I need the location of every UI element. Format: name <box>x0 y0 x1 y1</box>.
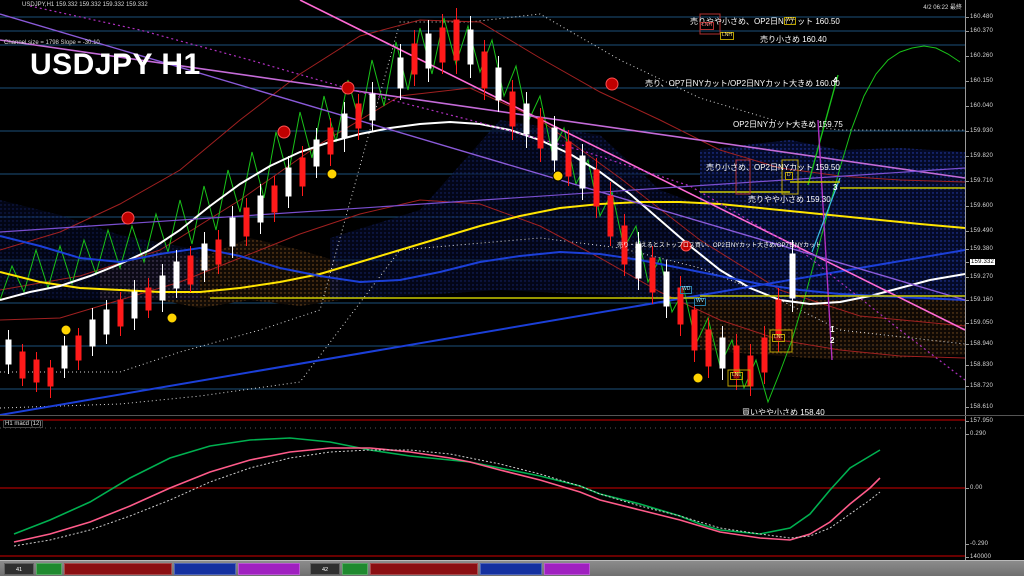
object-label-lnl-1[interactable]: LNL <box>772 334 786 342</box>
macd-top-label: 157.950 <box>965 418 994 424</box>
price-tick: 159.600 <box>965 203 994 209</box>
price-tick: 158.940 <box>965 341 994 347</box>
macd-indicator-pane[interactable]: H1 macd (12) 157.950 0.290 0.00 -0.290 1… <box>0 415 1024 560</box>
taskbar-item-red-2[interactable] <box>370 563 478 575</box>
macd-tick: -0.290 <box>965 541 989 547</box>
price-tick: 159.710 <box>965 178 994 184</box>
price-tick: 159.820 <box>965 153 994 159</box>
price-tick: 159.050 <box>965 320 994 326</box>
price-chart-pane[interactable]: USDJPY,H1 159.332 159.332 159.332 159.33… <box>0 0 1024 415</box>
taskbar-item-red-1[interactable] <box>64 563 172 575</box>
price-tick: 160.260 <box>965 53 994 59</box>
price-axis[interactable]: 160.480 160.370 160.260 160.150 160.040 … <box>965 0 1024 415</box>
line-tag-4: 4 <box>833 76 838 85</box>
annotation-7: 買いやや小さめ 158.40 <box>742 408 825 416</box>
chart-watermark: USDJPY H1 <box>30 48 201 81</box>
taskbar-item-blue-2[interactable] <box>480 563 542 575</box>
annotation-2: 売り、OP7日NYカット/OP2日NYカット大きめ 160.00 <box>645 79 840 88</box>
price-tick: 160.480 <box>965 14 994 20</box>
taskbar-label: 42 <box>321 567 329 573</box>
price-tick: 159.380 <box>965 246 994 252</box>
object-label-lnh-1[interactable]: LNH <box>700 22 715 30</box>
macd-axis[interactable]: 157.950 0.290 0.00 -0.290 140000 <box>965 416 1024 560</box>
line-tag-3: 3 <box>833 183 838 192</box>
symbol-header: USDJPY,H1 159.332 159.332 159.332 159.33… <box>22 2 148 8</box>
taskbar-item-41[interactable]: 41 <box>4 563 34 575</box>
price-tick: 160.040 <box>965 103 994 109</box>
price-tick: 158.830 <box>965 362 994 368</box>
taskbar-item-green-1[interactable] <box>36 563 62 575</box>
macd-canvas <box>0 419 965 557</box>
line-tag-1: 1 <box>830 325 835 334</box>
annotation-0: 売りやや小さめ、OP2日NYカット 160.50 <box>690 17 840 26</box>
annotation-5: 売りやや小さめ 159.30 <box>748 195 831 204</box>
line-tag-2: 2 <box>830 336 835 345</box>
taskbar[interactable]: 41 42 <box>0 560 1024 576</box>
taskbar-label: 41 <box>15 567 23 573</box>
taskbar-item-purple-2[interactable] <box>544 563 590 575</box>
annotation-3: OP2日NYカット大きめ 159.75 <box>733 120 843 129</box>
price-tick: 159.160 <box>965 297 994 303</box>
macd-tick: 0.290 <box>965 431 987 437</box>
object-label-lnl-2[interactable]: LNL <box>730 372 744 380</box>
object-label-lnh-2[interactable]: LNH <box>720 32 735 40</box>
taskbar-item-green-2[interactable] <box>342 563 368 575</box>
price-tick: 159.490 <box>965 228 994 234</box>
price-tick: 160.150 <box>965 78 994 84</box>
taskbar-item-blue-1[interactable] <box>174 563 236 575</box>
macd-tick-zero: 0.00 <box>965 485 983 491</box>
price-tick: 160.370 <box>965 28 994 34</box>
volume-label: 140000 <box>965 554 992 560</box>
taskbar-item-42[interactable]: 42 <box>310 563 340 575</box>
object-label-wv-2[interactable]: WV <box>694 298 707 306</box>
price-tick: 158.610 <box>965 404 994 410</box>
object-label-d[interactable]: D <box>785 172 793 180</box>
object-label-wv-1[interactable]: WV <box>784 17 797 25</box>
last-update-label: 4/2 06:22 最終 <box>923 5 962 11</box>
price-tick: 159.930 <box>965 128 994 134</box>
taskbar-item-purple-1[interactable] <box>238 563 300 575</box>
annotation-1: 売り小さめ 160.40 <box>760 35 827 44</box>
channel-info: Channel size = 1798 Slope = -30.10 <box>4 40 100 46</box>
price-tick: 158.720 <box>965 383 994 389</box>
object-label-wd[interactable]: WD <box>680 286 693 294</box>
price-tick: 159.270 <box>965 274 994 280</box>
annotation-4: 売り小さめ、OP2日NYカット 159.50 <box>706 163 840 172</box>
current-price-tag: 159.332 <box>965 259 996 265</box>
macd-title: H1 macd (12) <box>3 420 44 428</box>
price-chart-canvas <box>0 0 966 415</box>
annotation-6: 売り・超えるとストップロス買い、OP2日NYカット大きめ/OP7日NYカット <box>617 243 822 249</box>
